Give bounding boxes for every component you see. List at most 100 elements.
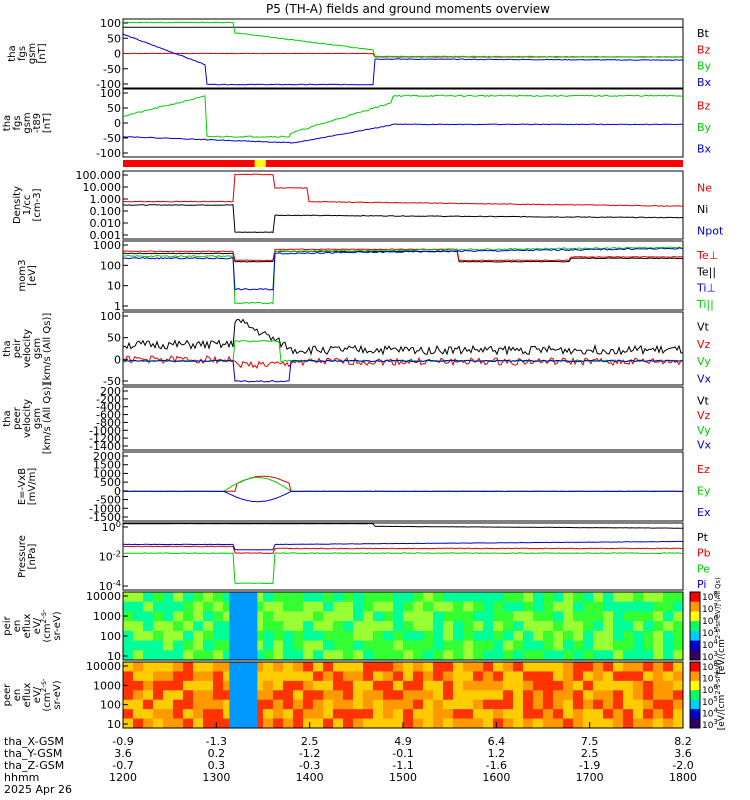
heatmap-cell xyxy=(153,601,164,612)
heatmap-cell xyxy=(563,709,574,720)
heatmap-cell xyxy=(553,690,564,701)
heatmap-cell xyxy=(153,718,164,729)
heatmap-cell xyxy=(203,621,214,632)
series-line xyxy=(122,359,684,383)
heatmap-cell xyxy=(623,601,634,612)
heatmap-cell xyxy=(123,699,134,710)
legend-entry: Pi xyxy=(697,578,706,591)
heatmap-cell xyxy=(353,671,364,682)
heatmap-cell xyxy=(383,662,394,672)
heatmap-cell xyxy=(623,699,634,710)
heatmap-cell xyxy=(323,621,334,632)
heatmap-cell xyxy=(163,671,174,682)
heatmap-cell xyxy=(213,611,224,622)
heatmap-cell xyxy=(383,592,394,603)
x-tick-label: 3.6 xyxy=(114,747,132,760)
y-tick-label: -100 xyxy=(96,78,121,91)
heatmap-cell xyxy=(543,650,554,661)
heatmap-cell xyxy=(363,699,374,710)
heatmap-cell xyxy=(193,690,204,701)
heatmap-cell xyxy=(223,699,234,710)
heatmap-cell xyxy=(593,630,604,642)
heatmap-cell xyxy=(483,601,494,612)
x-tick-label: 7.5 xyxy=(581,735,599,748)
series-line xyxy=(122,540,684,551)
heatmap-cell xyxy=(343,690,354,701)
heatmap-cell xyxy=(453,621,464,632)
heatmap-cell xyxy=(413,601,424,612)
y-axis-label: velocity xyxy=(22,329,33,368)
y-axis-label: sr-eV) xyxy=(52,611,63,640)
colorbar-tick-label: 104 xyxy=(702,638,718,651)
heatmap-cell xyxy=(283,592,294,603)
heatmap-cell xyxy=(543,621,554,632)
heatmap-cell xyxy=(353,601,364,612)
heatmap-cell xyxy=(413,621,424,632)
x-tick-label: 1200 xyxy=(109,771,137,784)
heatmap-cell xyxy=(573,662,584,672)
heatmap-cell xyxy=(633,680,644,691)
y-tick-label: 0.001 xyxy=(90,229,122,242)
heatmap-cell xyxy=(373,699,384,710)
heatmap-cell xyxy=(473,699,484,710)
heatmap-cell xyxy=(563,650,574,661)
heatmap-cell xyxy=(363,650,374,661)
colorbar-swatch xyxy=(690,662,700,672)
series-line xyxy=(122,94,683,138)
heatmap-cell xyxy=(463,690,474,701)
heatmap-cell xyxy=(663,680,674,691)
legend-entry: Vy xyxy=(697,424,711,437)
heatmap-cell xyxy=(193,601,204,612)
heatmap-cell xyxy=(283,709,294,720)
heatmap-cell xyxy=(353,699,364,710)
y-axis-label: en xyxy=(12,620,23,633)
heatmap-cell xyxy=(493,611,504,622)
heatmap-cell xyxy=(153,650,164,661)
heatmap-cell xyxy=(423,650,434,661)
heatmap-cell xyxy=(263,699,274,710)
heatmap-cell xyxy=(633,709,644,720)
y-axis-label: [nPa] xyxy=(27,543,38,569)
heatmap-cell xyxy=(513,592,524,603)
legend-entry: Bz xyxy=(697,43,711,56)
colorbar-swatch xyxy=(690,690,700,701)
y-tick-label: 50 xyxy=(107,32,121,45)
heatmap-cell xyxy=(403,699,414,710)
heatmap-cell xyxy=(513,621,524,632)
heatmap-cell xyxy=(473,671,484,682)
y-tick-label: -1200 xyxy=(89,432,121,445)
heatmap-cell xyxy=(563,611,574,622)
heatmap-cell xyxy=(343,709,354,720)
heatmap-cell xyxy=(143,640,154,651)
heatmap-cell xyxy=(573,709,584,720)
heatmap-cell xyxy=(503,709,514,720)
y-tick-label: 1500 xyxy=(93,459,121,472)
heatmap-cell xyxy=(183,601,194,612)
heatmap-cell xyxy=(363,640,374,651)
colorbar-swatch xyxy=(690,611,700,622)
heatmap-cell xyxy=(433,592,444,603)
legend-entry: Npot xyxy=(697,224,724,237)
heatmap-cell xyxy=(533,592,544,603)
heatmap-cell xyxy=(263,690,274,701)
heatmap-cell xyxy=(223,671,234,682)
heatmap-cell xyxy=(523,690,534,701)
x-tick-label: -1.3 xyxy=(206,735,227,748)
heatmap-cell xyxy=(223,662,234,672)
heatmap-cell xyxy=(203,640,214,651)
heatmap-cell xyxy=(143,621,154,632)
heatmap-cell xyxy=(393,592,404,603)
heatmap-cell xyxy=(383,680,394,691)
heatmap-cell xyxy=(633,601,644,612)
heatmap-cell xyxy=(523,640,534,651)
heatmap-cell xyxy=(483,699,494,710)
heatmap-cell xyxy=(673,680,684,691)
heatmap-cell xyxy=(173,611,184,622)
heatmap-cell xyxy=(533,671,544,682)
heatmap-cell xyxy=(543,709,554,720)
colorbar-tick-label: 105 xyxy=(702,695,718,708)
heatmap-cell xyxy=(513,662,524,672)
heatmap-cell xyxy=(123,630,134,642)
heatmap-cell xyxy=(413,662,424,672)
